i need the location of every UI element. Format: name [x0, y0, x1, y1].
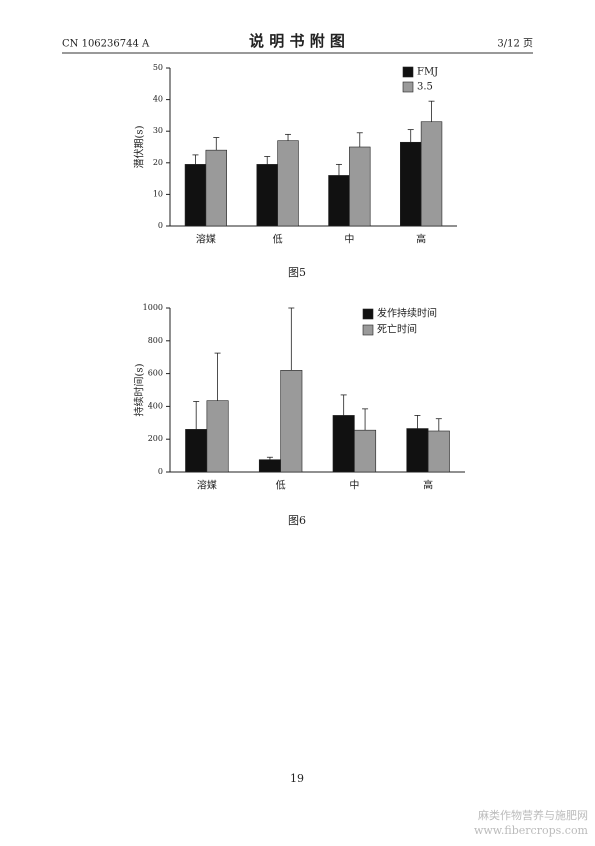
y-tick-label: 1000: [143, 303, 163, 312]
legend-swatch: [362, 324, 374, 336]
bar: [206, 400, 229, 473]
figure-caption: 图6: [288, 514, 306, 527]
doc-title: 说 明 书 附 图: [249, 32, 345, 50]
bar: [280, 370, 303, 473]
x-tick-label: 高: [423, 479, 433, 492]
x-tick-label: 溶媒: [197, 479, 217, 492]
watermark: www.fibercrops.com: [474, 824, 589, 837]
bar: [354, 429, 377, 473]
legend-label: FMJ: [417, 67, 438, 78]
y-tick-label: 600: [148, 369, 163, 378]
legend-swatch: [362, 308, 374, 320]
bar: [258, 459, 281, 473]
legend-swatch: [402, 81, 414, 93]
y-tick-label: 200: [148, 434, 163, 443]
x-tick-label: 低: [276, 479, 286, 492]
bar: [406, 428, 429, 473]
legend-label: 3.5: [417, 82, 433, 93]
x-tick-label: 溶媒: [196, 233, 216, 246]
bar: [328, 175, 350, 227]
x-tick-label: 中: [344, 233, 354, 246]
y-tick-label: 0: [158, 467, 163, 476]
y-axis-label: 潜伏期(s): [133, 125, 146, 168]
y-tick-label: 10: [153, 189, 163, 198]
bar: [185, 429, 208, 473]
bar: [256, 164, 278, 227]
bar: [277, 140, 299, 227]
bar: [400, 141, 422, 227]
legend-label: 死亡时间: [377, 323, 417, 336]
page-count: 3/12 页: [497, 38, 533, 50]
x-tick-label: 低: [273, 233, 283, 246]
y-tick-label: 400: [148, 401, 163, 410]
y-tick-label: 20: [153, 158, 163, 167]
bar: [349, 146, 371, 227]
page-number: 19: [290, 772, 304, 785]
legend-swatch: [402, 66, 414, 78]
bar: [427, 430, 450, 473]
bar: [332, 415, 355, 473]
y-tick-label: 0: [158, 221, 163, 230]
bar: [205, 149, 227, 227]
x-tick-label: 高: [416, 233, 426, 246]
bar: [420, 121, 443, 227]
y-tick-label: 40: [153, 95, 163, 104]
legend-label: 发作持续时间: [377, 307, 437, 320]
y-tick-label: 30: [153, 126, 163, 135]
watermark: 麻类作物营养与施肥网: [478, 808, 588, 822]
y-tick-label: 50: [153, 63, 163, 72]
figure-caption: 图5: [288, 266, 306, 279]
bar: [184, 164, 207, 227]
x-tick-label: 中: [349, 479, 359, 492]
y-axis-label: 持续时间(s): [133, 363, 146, 416]
doc-number: CN 106236744 A: [62, 39, 150, 50]
y-tick-label: 800: [148, 336, 163, 345]
